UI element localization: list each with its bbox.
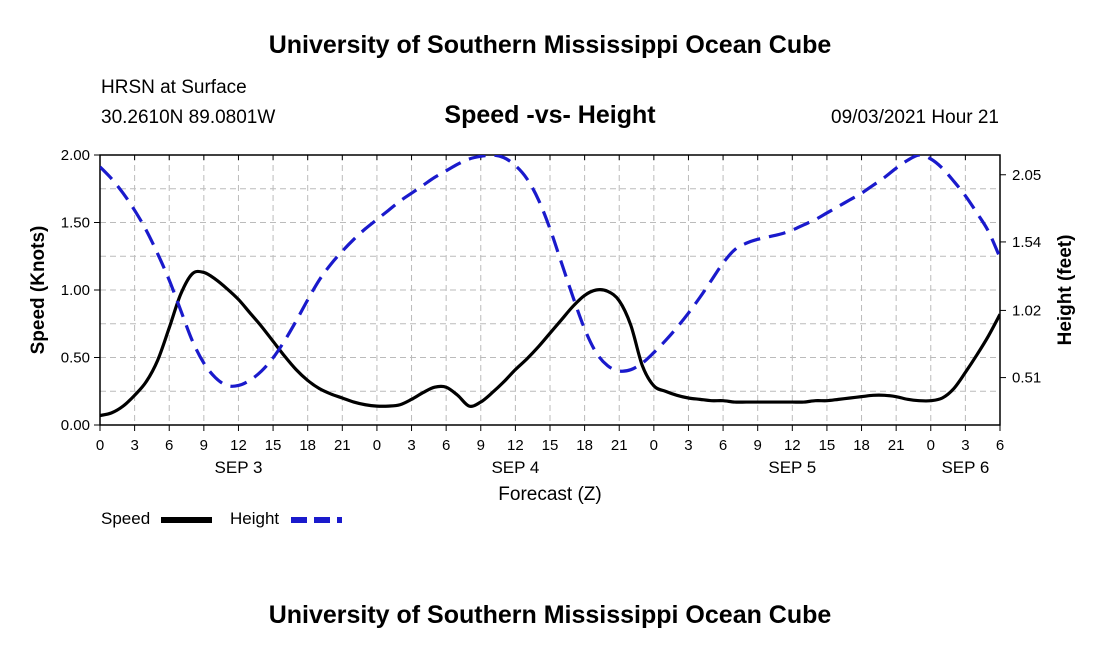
coordinates-label: 30.2610N 89.0801W	[101, 107, 276, 128]
y-tick-label: 2.00	[61, 147, 90, 164]
x-tick-label: 0	[650, 437, 658, 454]
y-tick-label: 0.50	[61, 350, 90, 367]
x-tick-label: 3	[684, 437, 692, 454]
y-tick-label: 0.00	[61, 417, 90, 434]
y2-tick-label: 2.05	[1012, 167, 1041, 184]
page-title: University of Southern Mississippi Ocean…	[268, 31, 832, 59]
x-tick-label: 15	[542, 437, 559, 454]
x-tick-label: 6	[719, 437, 727, 454]
x-tick-label: 0	[373, 437, 381, 454]
y-tick-label: 1.50	[61, 215, 90, 232]
x-tick-label: 18	[299, 437, 316, 454]
x-tick-label: 3	[961, 437, 969, 454]
y2-tick-label: 1.02	[1012, 302, 1041, 319]
y-axis-title: Speed (Knots)	[28, 226, 49, 355]
y-tick-label: 1.00	[61, 282, 90, 299]
timestamp-label: 09/03/2021 Hour 21	[831, 107, 999, 128]
date-label: SEP 3	[215, 458, 263, 477]
x-tick-label: 3	[130, 437, 138, 454]
x-tick-label: 9	[477, 437, 485, 454]
x-tick-label: 18	[853, 437, 870, 454]
x-tick-label: 18	[576, 437, 593, 454]
x-tick-label: 9	[754, 437, 762, 454]
x-tick-label: 15	[265, 437, 282, 454]
x-tick-label: 15	[819, 437, 836, 454]
x-tick-label: 12	[784, 437, 801, 454]
x-tick-label: 6	[165, 437, 173, 454]
x-tick-label: 6	[996, 437, 1004, 454]
x-tick-label: 0	[96, 437, 104, 454]
y2-axis-title: Height (feet)	[1055, 235, 1076, 346]
series-line-speed	[100, 269, 1000, 418]
legend-height-label: Height	[230, 509, 280, 528]
x-tick-label: 12	[507, 437, 524, 454]
x-tick-label: 6	[442, 437, 450, 454]
x-tick-label: 0	[927, 437, 935, 454]
x-tick-label: 12	[230, 437, 247, 454]
x-tick-label: 9	[200, 437, 208, 454]
date-label: SEP 4	[491, 458, 539, 477]
x-tick-label: 21	[611, 437, 628, 454]
x-tick-label: 21	[888, 437, 905, 454]
station-label: HRSN at Surface	[101, 77, 247, 98]
x-axis-title: Forecast (Z)	[498, 484, 601, 505]
chart-title: Speed -vs- Height	[444, 101, 656, 129]
series-line-height	[100, 155, 1000, 388]
date-label: SEP 5	[768, 458, 816, 477]
y2-tick-label: 0.51	[1012, 370, 1041, 387]
footer-title: University of Southern Mississippi Ocean…	[268, 601, 832, 629]
legend-speed-label: Speed	[101, 509, 151, 528]
y2-tick-label: 1.54	[1012, 234, 1041, 251]
x-tick-label: 21	[334, 437, 351, 454]
date-label: SEP 6	[941, 458, 989, 477]
x-tick-label: 3	[407, 437, 415, 454]
